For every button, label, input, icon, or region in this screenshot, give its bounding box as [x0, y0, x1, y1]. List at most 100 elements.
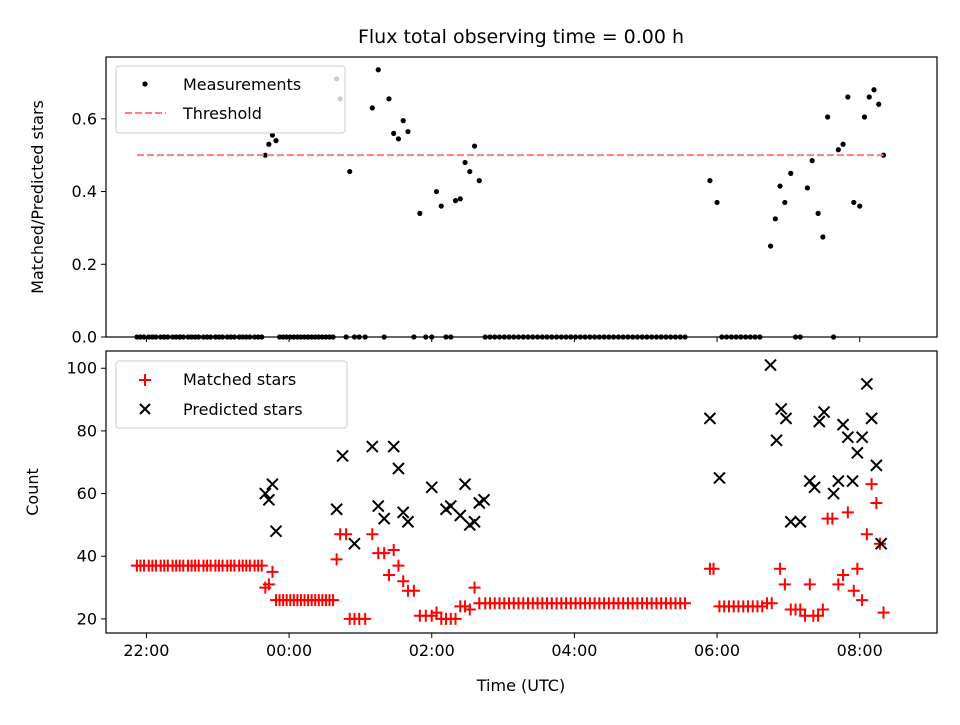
bottom-x-tick-label: 22:00: [123, 641, 169, 660]
matched-stars-point: [826, 512, 839, 525]
predicted-stars-point: [468, 515, 481, 528]
predicted-stars-point: [330, 503, 343, 516]
measurement-point: [861, 114, 868, 120]
predicted-stars-point: [817, 405, 831, 419]
matched-stars-point: [382, 569, 395, 582]
matched-stars-point: [387, 543, 400, 556]
measurement-point: [395, 136, 402, 142]
matched-stars-point: [407, 584, 420, 597]
legend-threshold-label: Threshold: [182, 104, 262, 123]
predicted-stars-point: [832, 474, 845, 488]
measurement-point: [788, 170, 794, 176]
measurement-point: [457, 196, 463, 202]
matched-stars-point: [860, 528, 873, 541]
top-y-tick-label: 0.6: [72, 109, 97, 128]
predicted-stars-point: [865, 412, 878, 425]
matched-stars-point: [359, 612, 372, 625]
matched-stars-point: [330, 553, 343, 566]
predicted-stars-point: [454, 509, 467, 522]
bottom-axes-frame: [105, 350, 938, 634]
bottom-x-tick-label: 08:00: [837, 641, 883, 660]
matched-stars-point: [870, 496, 883, 509]
top-legend-frame: [115, 65, 346, 134]
matched-stars-point: [832, 578, 845, 591]
measurement-point: [369, 105, 375, 111]
measurement-point: [804, 185, 811, 191]
matched-stars-point: [803, 578, 816, 591]
top-x-axis: [145, 337, 861, 342]
top-y-tick-label: 0.4: [72, 182, 97, 201]
bottom-x-tick-label: 06:00: [694, 641, 740, 660]
predicted-stars-point: [713, 471, 726, 485]
bottom-legend: Matched stars Predicted stars: [115, 360, 348, 429]
legend-measurements-marker: [142, 81, 148, 87]
top-y-tick-label: 0.0: [72, 328, 97, 347]
matched-stars-point: [778, 578, 791, 591]
measurement-point: [767, 243, 774, 249]
measurement-point: [347, 168, 353, 175]
measurement-point: [871, 87, 877, 93]
measurement-point: [417, 210, 423, 216]
predicted-stars-point: [262, 493, 276, 507]
matched-stars-point: [340, 528, 353, 541]
legend-measurements-label: Measurements: [183, 75, 301, 94]
matched-stars-point: [262, 578, 275, 591]
bottom-y-tick-label: 100: [66, 359, 97, 378]
matched-stars-point: [366, 528, 379, 541]
predicted-stars-point: [775, 402, 788, 416]
bottom-y-tick-label: 20: [77, 609, 97, 628]
predicted-stars-point: [477, 493, 491, 507]
legend-matched-label: Matched stars: [183, 370, 296, 389]
matched-stars-point: [856, 594, 869, 607]
predicted-stars-point: [366, 440, 379, 453]
measurement-point: [820, 234, 826, 240]
predicted-stars-point: [372, 499, 385, 513]
matched-stars-point: [794, 603, 807, 616]
measurement-point: [462, 159, 468, 166]
bottom-x-axis-label: Time (UTC): [476, 676, 565, 695]
matched-stars-point: [449, 612, 462, 625]
predicted-stars-point: [855, 430, 869, 444]
matched-stars-point: [266, 565, 279, 578]
predicted-stars-point: [425, 481, 438, 494]
predicted-stars-point: [846, 474, 859, 488]
predicted-stars-point: [401, 515, 415, 528]
predicted-stars-point: [794, 515, 807, 528]
measurement-point: [471, 143, 478, 149]
matched-stars-point: [812, 609, 825, 622]
measurement-point: [452, 198, 459, 204]
legend-matched-marker: [139, 374, 151, 386]
measurement-point: [262, 152, 268, 158]
measurement-point: [405, 128, 411, 135]
measurement-point: [876, 101, 882, 107]
matched-stars-point: [327, 594, 340, 607]
matched-stars-point: [837, 569, 850, 582]
predicted-stars-point: [874, 537, 888, 550]
top-y-tick-label: 0.2: [72, 255, 97, 274]
predicted-stars-point: [458, 477, 472, 491]
measurement-point: [433, 188, 440, 195]
measurement-point: [809, 158, 815, 164]
top-y-axis: 0.0 0.2 0.4 0.6: [72, 109, 106, 347]
top-plot-area: [134, 67, 887, 340]
bottom-x-tick-label: 00:00: [266, 641, 312, 660]
measurement-point: [782, 199, 788, 206]
measurement-point: [375, 67, 381, 73]
predicted-stars-point: [387, 440, 400, 453]
matched-stars-point: [847, 584, 860, 597]
matched-stars-point: [397, 575, 410, 588]
measurement-point: [851, 199, 857, 206]
predicted-stars-point: [851, 446, 864, 460]
predicted-stars-point: [444, 499, 457, 513]
matched-stars-point: [468, 581, 481, 594]
bottom-y-axis-label: Count: [23, 468, 42, 516]
matched-stars-point: [378, 547, 391, 560]
measurement-point: [714, 199, 720, 206]
measurement-point: [386, 96, 392, 102]
predicted-stars-point: [770, 434, 783, 447]
matched-stars-point: [707, 562, 720, 575]
predicted-stars-point: [703, 412, 717, 425]
measurement-point: [777, 183, 783, 189]
bottom-y-axis: 20 40 60 80 100: [66, 359, 106, 628]
